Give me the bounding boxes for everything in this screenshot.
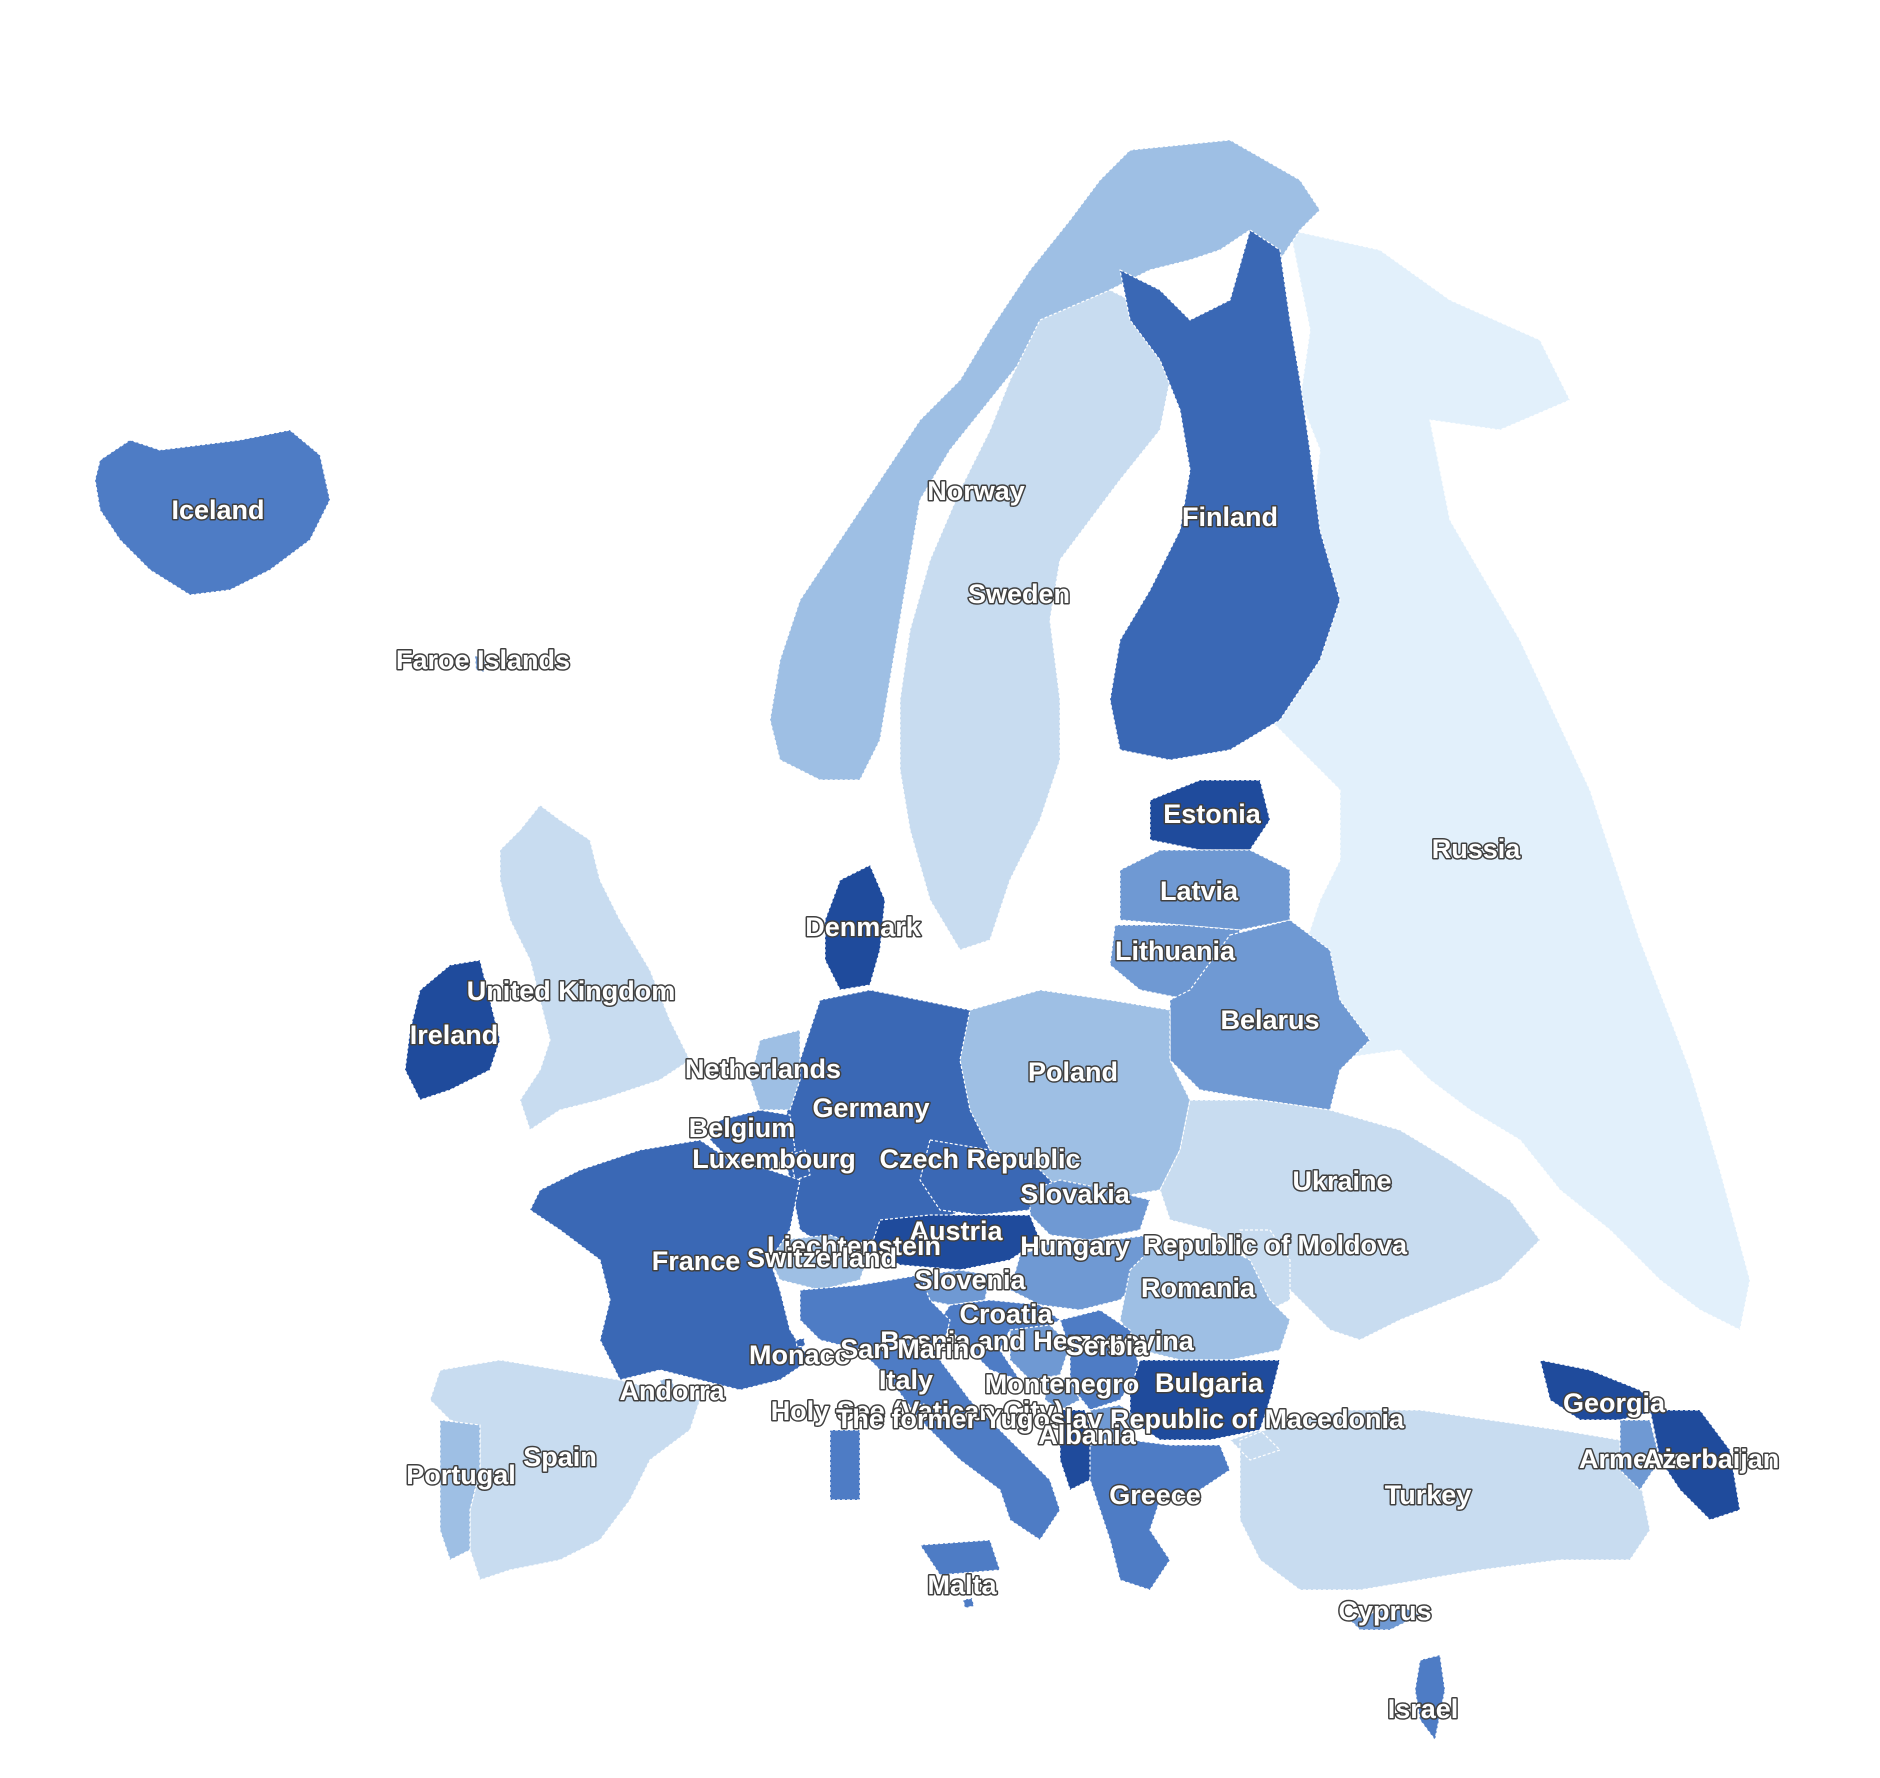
label-netherlands: Netherlands	[685, 1054, 841, 1084]
country-croatia[interactable]	[939, 1299, 1061, 1381]
label-russia: Russia	[1432, 834, 1522, 864]
label-sweden: Sweden	[968, 579, 1070, 609]
country-spain[interactable]	[429, 1359, 701, 1581]
country-montenegro[interactable]	[1044, 1379, 1081, 1411]
label-macedonia: The former Yugoslav Republic of Macedoni…	[836, 1404, 1405, 1434]
label-armenia: Armenia	[1579, 1444, 1688, 1474]
country-ukraine[interactable]	[1159, 1099, 1541, 1341]
country-portugal[interactable]	[439, 1419, 481, 1561]
label-cyprus: Cyprus	[1338, 1596, 1431, 1626]
country-sweden[interactable]	[899, 289, 1171, 951]
country-uk[interactable]	[499, 804, 691, 1131]
label-israel: Israel	[1388, 1694, 1459, 1724]
label-moldova: Republic of Moldova	[1143, 1230, 1408, 1260]
label-iceland: Iceland	[171, 495, 264, 525]
country-estonia[interactable]	[1149, 779, 1271, 851]
label-france: France	[652, 1246, 741, 1276]
label-slovenia: Slovenia	[914, 1265, 1026, 1295]
country-macedonia[interactable]	[1089, 1404, 1141, 1441]
label-lithuania: Lithuania	[1115, 936, 1236, 966]
country-greece[interactable]	[1089, 1439, 1231, 1591]
label-ireland: Ireland	[410, 1020, 499, 1050]
country-labels: Iceland Faroe Islands Norway Sweden Finl…	[170, 475, 1781, 1726]
country-moldova[interactable]	[1239, 1229, 1291, 1311]
label-denmark: Denmark	[805, 912, 922, 942]
country-armenia[interactable]	[1619, 1419, 1661, 1491]
label-finland: Finland	[1182, 502, 1278, 532]
country-vatican[interactable]	[917, 1403, 926, 1412]
label-czech: Czech Republic	[879, 1144, 1080, 1174]
country-georgia[interactable]	[1539, 1359, 1661, 1421]
country-norway[interactable]	[769, 139, 1321, 781]
label-norway: Norway	[927, 476, 1025, 506]
country-romania[interactable]	[1119, 1239, 1291, 1361]
country-denmark[interactable]	[824, 864, 886, 991]
label-vatican: Holy See (Vatican City)	[771, 1396, 1064, 1426]
label-luxembourg: Luxembourg	[692, 1144, 856, 1174]
country-malta[interactable]	[962, 1597, 975, 1609]
country-faroe[interactable]	[474, 654, 486, 673]
country-belgium[interactable]	[709, 1109, 796, 1171]
label-croatia: Croatia	[959, 1299, 1053, 1329]
country-luxembourg[interactable]	[789, 1149, 811, 1181]
label-andorra: Andorra	[619, 1376, 725, 1406]
country-shapes	[94, 139, 1751, 1741]
label-liechtenstein: Liechtenstein	[767, 1231, 941, 1261]
label-hungary: Hungary	[1020, 1231, 1130, 1261]
country-azerbaijan[interactable]	[1649, 1409, 1741, 1521]
country-andorra[interactable]	[659, 1377, 675, 1391]
country-bosnia[interactable]	[1009, 1324, 1071, 1381]
label-austria: Austria	[909, 1216, 1003, 1246]
label-uk: United Kingdom	[467, 976, 675, 1006]
label-serbia: Serbia	[1066, 1331, 1150, 1361]
label-malta: Malta	[927, 1570, 997, 1600]
country-switzerland[interactable]	[769, 1234, 871, 1291]
label-belarus: Belarus	[1220, 1005, 1319, 1035]
country-iceland[interactable]	[94, 429, 331, 596]
country-finland[interactable]	[1109, 229, 1341, 761]
label-switzerland: Switzerland	[747, 1243, 897, 1273]
label-monaco: Monaco	[749, 1340, 851, 1370]
label-romania: Romania	[1141, 1273, 1256, 1303]
label-bulgaria: Bulgaria	[1155, 1368, 1264, 1398]
label-georgia: Georgia	[1563, 1388, 1666, 1418]
country-netherlands[interactable]	[749, 1029, 801, 1111]
country-liechtenstein[interactable]	[865, 1241, 876, 1256]
label-albania: Albania	[1038, 1420, 1137, 1450]
label-estonia: Estonia	[1163, 799, 1262, 829]
country-sanmarino[interactable]	[904, 1342, 915, 1354]
label-belgium: Belgium	[689, 1113, 796, 1143]
label-azerbaijan: Azerbaijan	[1643, 1444, 1780, 1474]
country-serbia[interactable]	[1059, 1309, 1141, 1411]
country-cyprus[interactable]	[1349, 1604, 1421, 1631]
label-greece: Greece	[1109, 1480, 1201, 1510]
label-ukraine: Ukraine	[1292, 1166, 1391, 1196]
country-turkey[interactable]	[1229, 1409, 1651, 1591]
country-italy[interactable]	[799, 1274, 1061, 1576]
country-israel[interactable]	[1414, 1654, 1446, 1741]
label-poland: Poland	[1028, 1057, 1118, 1087]
label-sanmarino: San Marino	[840, 1334, 986, 1364]
label-faroe: Faroe Islands	[396, 645, 570, 675]
label-spain: Spain	[523, 1442, 597, 1472]
label-germany: Germany	[812, 1093, 929, 1123]
label-italy: Italy	[879, 1365, 933, 1395]
country-france[interactable]	[529, 1139, 811, 1391]
country-monaco[interactable]	[795, 1337, 806, 1348]
country-slovakia[interactable]	[1029, 1179, 1151, 1241]
label-latvia: Latvia	[1160, 876, 1239, 906]
country-austria[interactable]	[869, 1214, 1041, 1271]
label-portugal: Portugal	[406, 1460, 516, 1490]
label-slovakia: Slovakia	[1020, 1179, 1131, 1209]
label-turkey: Turkey	[1385, 1480, 1472, 1510]
country-latvia[interactable]	[1119, 849, 1291, 931]
label-bosnia: Bosnia and Herzegovina	[880, 1326, 1195, 1356]
country-hungary[interactable]	[1009, 1234, 1151, 1311]
label-montenegro: Montenegro	[985, 1369, 1140, 1399]
country-ireland[interactable]	[404, 959, 501, 1101]
